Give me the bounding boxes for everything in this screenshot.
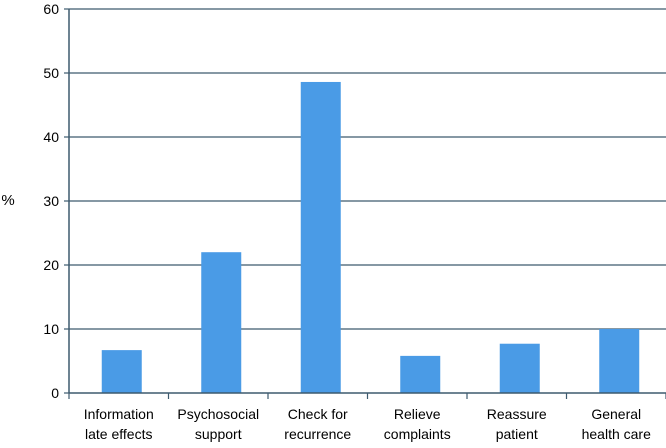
y-tick-label-20: 20 [43, 257, 59, 273]
x-category-label-line: Psychosocial [177, 406, 259, 422]
bar-4 [499, 343, 540, 393]
x-category-label-line: Information [84, 406, 154, 422]
x-category-label-line: support [195, 426, 242, 442]
y-tick-label-0: 0 [51, 385, 59, 401]
x-category-labels: Information late effects Psychosocial suppo… [84, 406, 651, 442]
y-axis-label: % [1, 192, 14, 209]
bar-2 [300, 81, 341, 394]
bar-1 [201, 252, 242, 393]
x-category-label-3: Relieve complaints [384, 406, 451, 442]
axes [64, 8, 666, 399]
x-category-label-4: Reassure patient [487, 406, 547, 442]
x-category-label-line: Relieve [394, 406, 441, 422]
y-tick-label-50: 50 [43, 65, 59, 81]
x-category-label-line: Check for [288, 406, 348, 422]
x-category-label-5: General health care [582, 406, 651, 442]
bar-5 [599, 329, 640, 393]
y-tick-label-40: 40 [43, 129, 59, 145]
y-tick-label-30: 30 [43, 193, 59, 209]
x-category-label-line: complaints [384, 426, 451, 442]
y-tick-label-60: 60 [43, 1, 59, 17]
y-tick-labels: 0 10 20 30 40 50 60 [43, 1, 59, 401]
x-category-label-line: recurrence [284, 426, 351, 442]
x-category-label-line: patient [496, 426, 538, 442]
bar-3 [400, 355, 441, 393]
x-category-label-line: health care [582, 426, 651, 442]
x-category-label-0: Information late effects [84, 406, 154, 442]
gridlines [69, 8, 666, 330]
y-tick-label-10: 10 [43, 321, 59, 337]
bars [101, 81, 640, 394]
x-category-label-line: Reassure [487, 406, 547, 422]
x-category-label-1: Psychosocial support [177, 406, 259, 442]
x-category-label-line: late effects [85, 426, 152, 442]
x-category-label-2: Check for recurrence [284, 406, 351, 442]
x-category-label-line: General [591, 406, 641, 422]
bar-0 [101, 350, 142, 393]
